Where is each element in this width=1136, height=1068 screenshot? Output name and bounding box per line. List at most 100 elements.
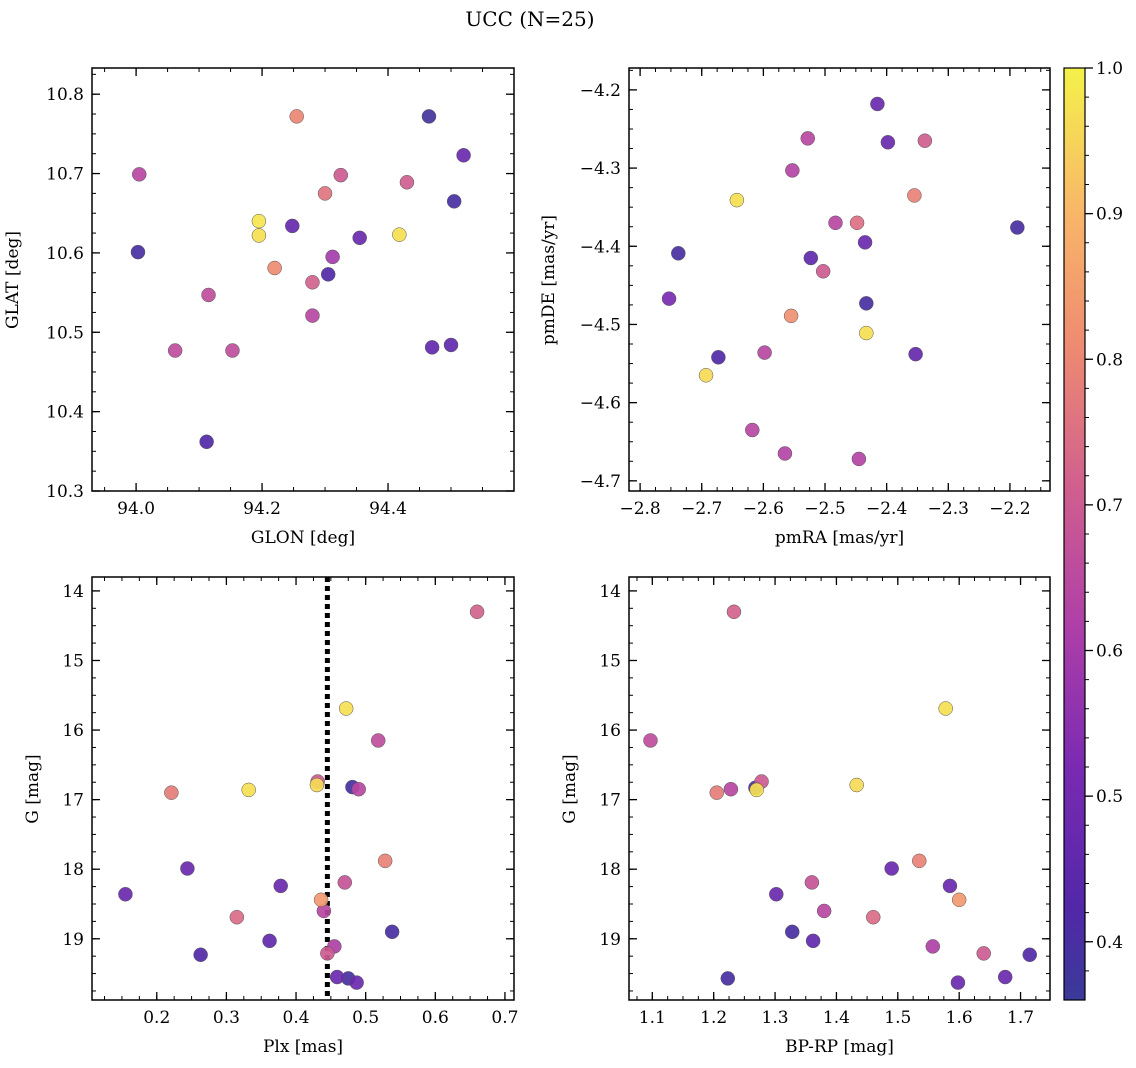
data-point [317,186,333,201]
data-point [884,861,899,876]
data-point [325,249,340,265]
data-point [351,781,366,797]
y-tick-label: 15 [62,651,84,671]
data-point [267,260,282,276]
data-point [757,345,772,360]
y-axis-label: pmDE [mas/yr] [539,215,559,345]
data-point [849,777,864,793]
y-tick-label: 14 [599,582,621,602]
x-axis-label: Plx [mas] [263,1037,343,1057]
data-point [870,96,885,112]
x-axis-label: BP-RP [mag] [785,1037,894,1057]
colorbar-tick-label: 0.6 [1096,642,1123,662]
panel-glon-glat: 94.0 94.2 94.4 10.3 10.4 10.5 10.6 10.7 10.8 GLON… [3,67,515,548]
x-tick-label: 0.6 [422,1008,449,1028]
data-point [851,451,867,467]
colorbar-tick-label: 1.0 [1096,59,1123,79]
y-tick-label: −4.4 [580,237,621,257]
data-point [193,947,208,963]
data-point [131,167,147,182]
data-point [643,733,658,748]
x-tick-label: 0.3 [213,1008,240,1028]
y-tick-label: 14 [62,582,84,602]
data-point [320,267,336,282]
data-point [726,604,742,620]
data-point [784,924,800,940]
data-point [859,325,874,341]
data-point [446,194,462,209]
x-tick-label: 1.3 [762,1008,789,1028]
colorbar-tick-label: 0.7 [1096,496,1123,516]
data-point [377,853,393,869]
data-point [329,969,345,985]
data-point [828,215,843,231]
data-point [424,340,440,355]
data-point [925,939,941,954]
x-tick-label: 94.0 [117,499,155,519]
figure-title: UCC (N=25) [465,7,594,31]
x-tick-label: 1.7 [1007,1008,1034,1028]
x-tick-label: −2.8 [619,499,660,519]
x-tick-label: 1.1 [639,1008,666,1028]
data-point [951,892,967,908]
x-tick-label: 0.2 [143,1008,170,1028]
y-tick-label: 19 [62,930,84,950]
plot-frame [628,576,1051,1001]
data-point [399,175,415,190]
x-tick-label: −2.4 [866,499,907,519]
y-tick-label: −4.2 [580,81,621,101]
data-point [241,782,256,798]
data-point [352,230,367,246]
data-point [859,296,874,311]
data-point [289,109,304,124]
data-point [866,909,881,925]
x-tick-label: 0.7 [491,1008,518,1028]
y-axis-label: G [mag] [23,754,43,823]
data-point [285,218,300,234]
data-point [698,368,714,383]
data-point [338,701,354,716]
x-tick-label: 1.2 [700,1008,727,1028]
data-point [777,446,793,461]
y-tick-label: 17 [599,791,621,811]
y-tick-label: 10.3 [46,482,84,502]
data-point [130,244,146,260]
data-point [313,892,329,908]
y-tick-label: 16 [599,721,621,741]
data-point [384,924,400,940]
x-tick-label: 1.6 [946,1008,973,1028]
data-point [118,887,133,902]
data-point [942,878,958,894]
data-point [720,971,736,986]
data-point [997,969,1013,985]
data-point [745,422,760,438]
y-tick-label: 18 [599,860,621,880]
x-tick-label: 1.5 [884,1008,911,1028]
x-tick-label: −2.7 [681,499,722,519]
y-axis-label: G [mag] [560,754,580,823]
colorbar-tick-label: 0.9 [1096,205,1123,225]
colorbar-tick-label: 0.8 [1096,350,1123,370]
data-point [443,337,459,353]
y-tick-label: 18 [62,860,84,880]
data-point [164,785,179,800]
y-tick-label: 10.7 [46,165,84,185]
data-point [456,148,471,163]
data-point [729,192,745,208]
colorbar-gradient [1063,67,1086,1001]
data-point [661,291,677,306]
colorbar-tick-label: 0.4 [1096,933,1123,953]
y-tick-label: 15 [599,651,621,671]
data-point [857,235,873,250]
y-tick-label: 10.6 [46,244,84,264]
data-point [907,188,922,203]
data-point [1010,220,1025,235]
data-point [349,975,364,990]
data-point [783,308,799,324]
y-tick-label: 10.8 [46,85,84,105]
data-point [469,604,485,620]
x-tick-label: 94.2 [243,499,281,519]
y-tick-label: 17 [62,791,84,811]
data-point [320,946,335,961]
colorbar-tick-label: 0.5 [1096,787,1123,807]
